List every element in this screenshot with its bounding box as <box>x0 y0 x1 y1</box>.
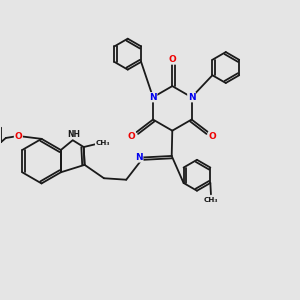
Text: O: O <box>208 132 216 141</box>
Text: NH: NH <box>68 130 81 139</box>
Text: N: N <box>188 93 195 102</box>
Text: O: O <box>168 55 176 64</box>
Text: N: N <box>149 93 157 102</box>
Text: CH₃: CH₃ <box>95 140 110 146</box>
Text: O: O <box>14 132 22 141</box>
Text: O: O <box>128 132 135 141</box>
Text: N: N <box>135 153 143 162</box>
Text: CH₃: CH₃ <box>204 196 218 202</box>
